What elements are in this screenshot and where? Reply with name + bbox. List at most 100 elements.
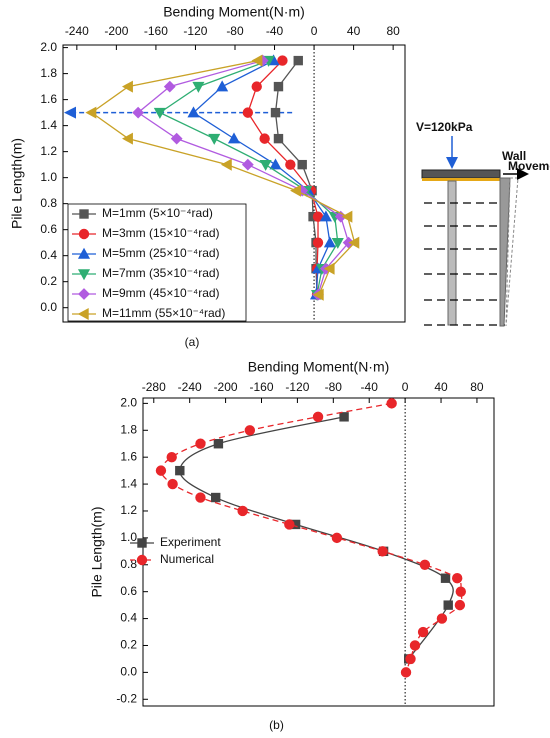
wall-label: Wall xyxy=(502,149,526,163)
y-tick-label: 0.8 xyxy=(40,196,57,210)
plate xyxy=(421,169,501,179)
y-tick-label: 0.6 xyxy=(120,584,137,598)
data-point xyxy=(259,133,270,144)
legend-label: M=9mm (45×10⁻⁴rad) xyxy=(102,286,220,300)
legend-marker xyxy=(136,554,148,566)
data-point xyxy=(436,613,448,624)
y-tick-label: 1.6 xyxy=(40,92,57,106)
data-point xyxy=(167,478,178,490)
series-line xyxy=(247,60,319,295)
data-point xyxy=(377,546,388,557)
data-point xyxy=(312,411,324,423)
data-point xyxy=(409,640,421,651)
x-tick-label: -240 xyxy=(178,380,202,394)
y-tick-label: 1.4 xyxy=(40,118,57,132)
legend-marker xyxy=(78,288,90,300)
data-point xyxy=(244,425,256,436)
data-point xyxy=(297,159,307,170)
x-tick-label: -80 xyxy=(226,24,244,38)
data-point xyxy=(195,492,206,503)
data-point xyxy=(339,412,349,422)
data-point xyxy=(259,159,272,171)
wall-label: Movement xyxy=(508,159,550,173)
x-axis-title: Bending Moment(N·m) xyxy=(163,4,305,20)
x-tick-label: -280 xyxy=(142,380,166,394)
data-point xyxy=(220,158,232,171)
x-tick-label: -80 xyxy=(325,380,343,394)
legend-marker xyxy=(77,247,91,259)
data-point xyxy=(166,451,177,463)
x-tick-label: -120 xyxy=(285,380,309,394)
legend-label: Numerical xyxy=(160,552,214,566)
y-tick-label: -0.2 xyxy=(116,691,137,705)
y-axis-title: Pile Length(m) xyxy=(9,138,25,229)
data-point xyxy=(293,55,303,66)
y-tick-label: 1.2 xyxy=(120,503,137,517)
legend-label: Experiment xyxy=(160,535,221,549)
legend-box xyxy=(67,203,247,322)
x-tick-label: 40 xyxy=(347,24,361,38)
data-point xyxy=(251,54,263,67)
data-point xyxy=(341,210,353,223)
y-tick-label: 1.8 xyxy=(40,66,57,80)
data-point xyxy=(331,237,344,249)
data-point xyxy=(251,81,262,92)
y-tick-label: 1.0 xyxy=(40,170,57,184)
x-tick-label: -40 xyxy=(266,24,284,38)
data-point xyxy=(455,586,466,597)
data-point xyxy=(451,573,463,584)
x-tick-label: -160 xyxy=(249,380,273,394)
data-point xyxy=(227,132,241,144)
legend-marker xyxy=(78,228,90,240)
legend-marker xyxy=(137,538,147,548)
y-tick-label: 1.0 xyxy=(120,530,137,544)
y-tick-label: 0.8 xyxy=(120,557,137,571)
y-tick-label: 1.6 xyxy=(120,449,137,463)
data-point xyxy=(85,106,97,119)
legend-label: M=1mm (5×10⁻⁴rad) xyxy=(102,206,213,220)
y-axis-title: Pile Length(m) xyxy=(89,506,105,597)
x-tick-label: -200 xyxy=(214,380,238,394)
x-tick-label: -200 xyxy=(104,24,128,38)
data-point xyxy=(273,133,284,144)
data-point xyxy=(312,237,324,248)
data-point xyxy=(237,505,248,517)
x-tick-label: 0 xyxy=(311,24,318,38)
y-tick-label: 1.4 xyxy=(120,476,137,490)
data-point xyxy=(419,559,431,570)
data-point xyxy=(195,438,206,449)
series-line xyxy=(179,416,454,660)
y-tick-label: 0.0 xyxy=(40,300,57,314)
data-point xyxy=(454,599,466,611)
panel-label: (a) xyxy=(185,335,200,349)
data-point xyxy=(216,80,229,92)
schematic: V=120kPa Wall Movement xyxy=(416,120,550,327)
wall-moved xyxy=(505,177,519,327)
plot-frame xyxy=(142,397,495,707)
data-point xyxy=(331,532,343,544)
series-line xyxy=(274,60,318,295)
x-tick-label: 40 xyxy=(434,380,448,394)
data-point xyxy=(323,236,336,248)
y-tick-label: 0.4 xyxy=(40,248,57,262)
x-axis-title: Bending Moment(N·m) xyxy=(248,359,390,375)
x-tick-label: 0 xyxy=(402,380,409,394)
plate-base xyxy=(422,178,500,181)
data-point xyxy=(208,133,221,145)
panel-label: (b) xyxy=(269,718,284,732)
series-line xyxy=(158,59,339,295)
data-point xyxy=(175,465,185,476)
data-point xyxy=(269,158,282,170)
data-point xyxy=(417,626,429,638)
data-point xyxy=(405,653,416,665)
plot-frame xyxy=(62,44,406,323)
data-point xyxy=(348,236,360,249)
legend-label: M=7mm (35×10⁻⁴rad) xyxy=(102,266,220,280)
data-point xyxy=(122,132,133,145)
series-line xyxy=(160,402,463,673)
load-label: V=120kPa xyxy=(416,120,473,134)
data-point xyxy=(187,106,200,118)
data-point xyxy=(443,600,453,610)
data-point xyxy=(192,81,205,93)
